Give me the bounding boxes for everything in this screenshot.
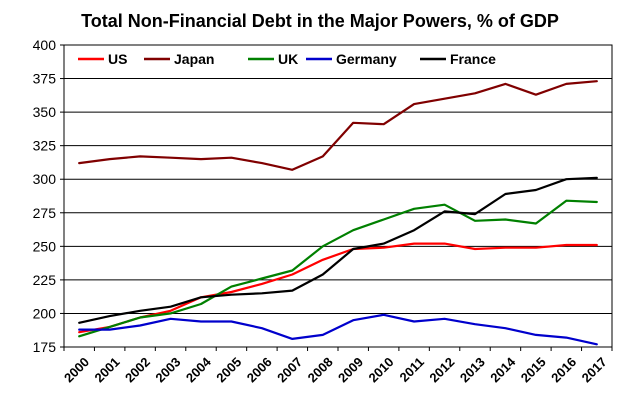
y-tick-label: 225: [33, 272, 57, 288]
y-axis: 175 200 225 250 275 300 325 350 375 400: [33, 37, 64, 355]
legend-label-france: France: [450, 51, 496, 67]
x-tick-label: 2009: [335, 354, 366, 385]
x-tick-label: 2005: [213, 354, 244, 385]
y-tick-label: 375: [33, 71, 57, 87]
legend-label-japan: Japan: [174, 51, 214, 67]
legend-label-germany: Germany: [336, 51, 397, 67]
y-tick-label: 300: [33, 171, 57, 187]
x-tick-label: 2003: [152, 354, 183, 385]
x-tick-label: 2012: [426, 354, 457, 385]
series-line-japan: [78, 80, 598, 171]
series-line-germany: [78, 313, 598, 346]
x-tick-label: 2007: [274, 354, 305, 385]
x-tick-label: 2002: [122, 354, 153, 385]
x-tick-label: 2006: [244, 354, 275, 385]
gridlines: [64, 44, 612, 348]
y-tick-label: 325: [33, 138, 57, 154]
legend-label-us: US: [108, 51, 127, 67]
series-lines: [78, 80, 598, 346]
x-tick-label: 2001: [92, 354, 123, 385]
x-tick-label: 2017: [579, 354, 610, 385]
x-tick-label: 2000: [61, 354, 92, 385]
x-tick-label: 2004: [183, 354, 215, 386]
series-line-france: [78, 176, 598, 324]
x-tick-label: 2010: [366, 354, 397, 385]
legend: US Japan UK Germany France: [78, 51, 496, 67]
x-tick-label: 2008: [305, 354, 336, 385]
x-axis: 2000 2001 2002 2003 2004 2005 2006 2007 2008 2009…: [61, 347, 613, 386]
series-line-uk: [78, 199, 598, 338]
x-tick-label: 2015: [518, 354, 549, 385]
plot-area-border: [63, 44, 613, 348]
legend-label-uk: UK: [278, 51, 298, 67]
x-tick-label: 2011: [396, 354, 427, 385]
x-tick-label: 2016: [548, 354, 579, 385]
y-tick-label: 200: [33, 305, 57, 321]
x-tick-label: 2014: [487, 354, 519, 386]
x-tick-label: 2013: [457, 354, 488, 385]
y-tick-label: 250: [33, 238, 57, 254]
y-tick-label: 400: [33, 37, 57, 53]
series-line-us: [78, 242, 598, 334]
y-tick-label: 175: [33, 339, 57, 355]
y-tick-label: 350: [33, 104, 57, 120]
y-tick-label: 275: [33, 205, 57, 221]
chart-title: Total Non-Financial Debt in the Major Po…: [81, 11, 559, 31]
